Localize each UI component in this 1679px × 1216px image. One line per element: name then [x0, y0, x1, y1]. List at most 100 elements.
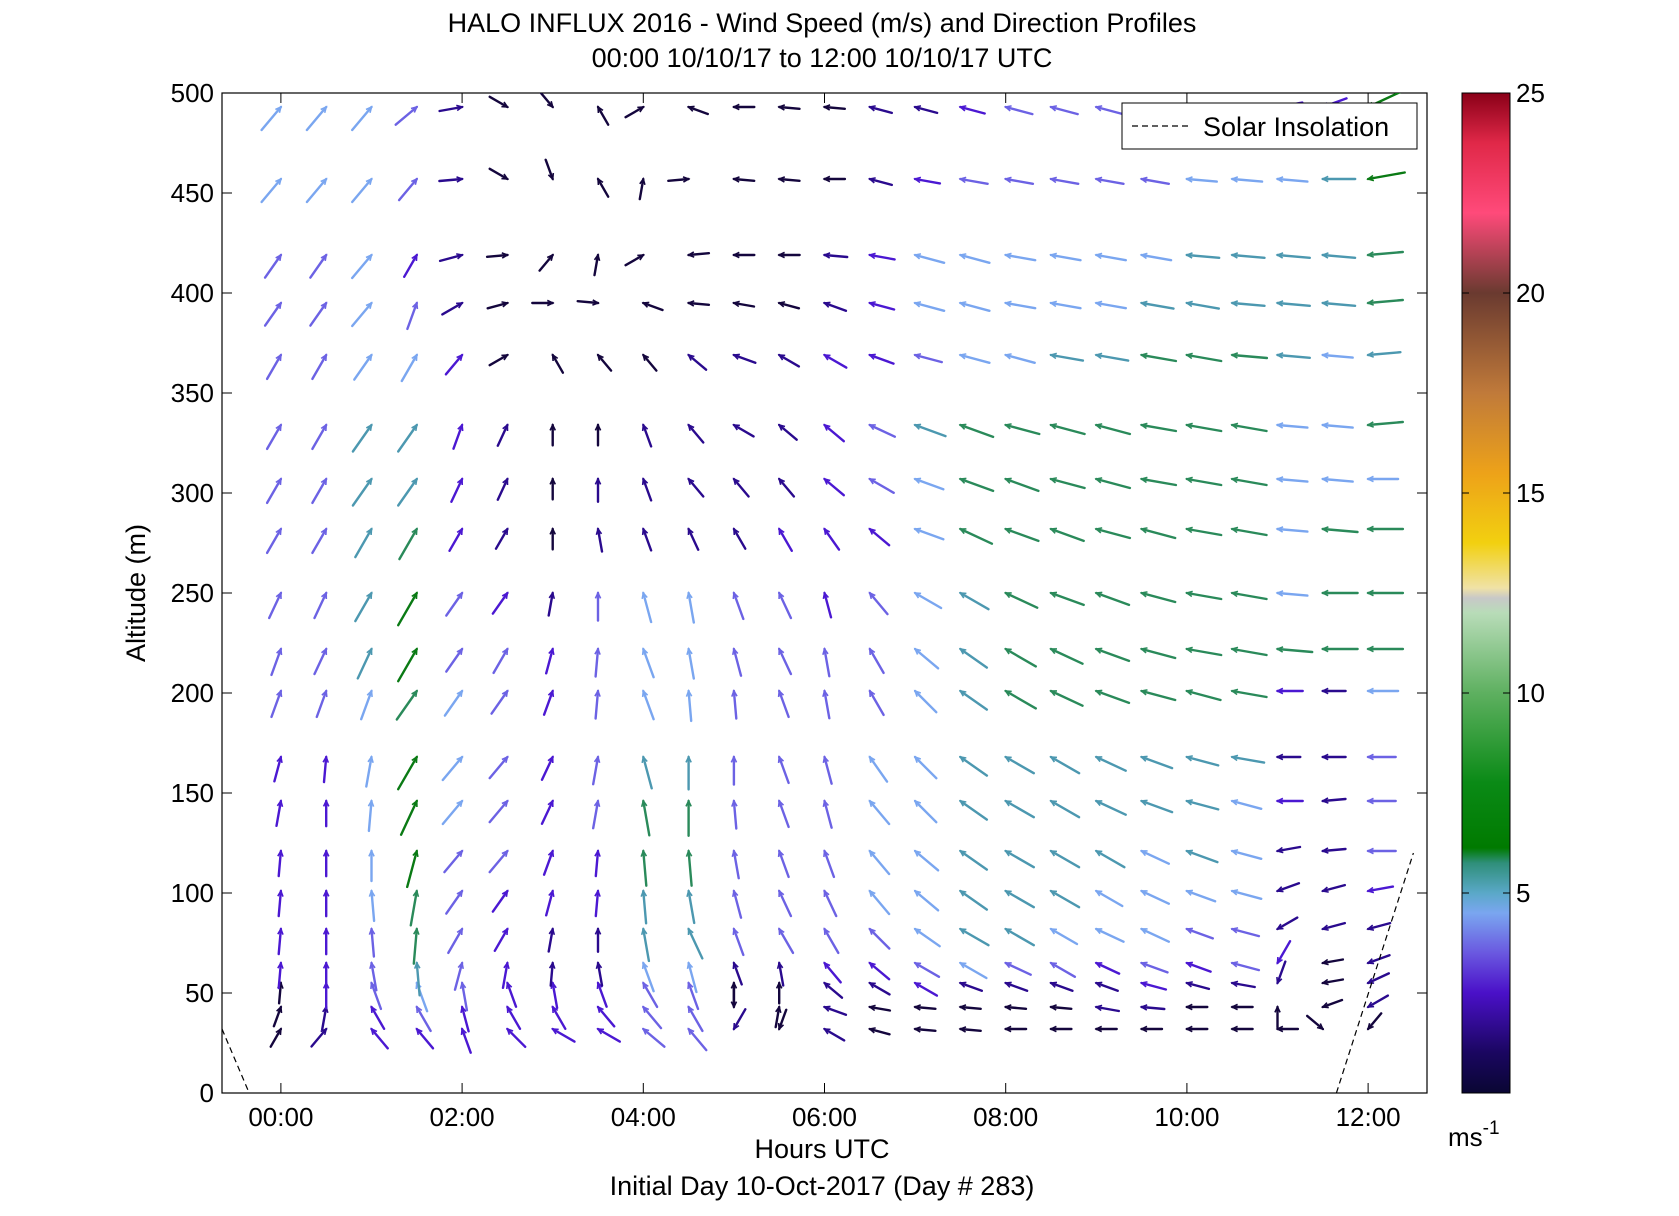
wind-arrow: [1320, 526, 1359, 534]
wind-arrow: [913, 961, 941, 978]
wind-arrow-shaft: [774, 1005, 781, 1029]
wind-arrow: [686, 889, 696, 925]
wind-arrow-head: [1139, 176, 1148, 184]
wind-arrow-shaft: [868, 527, 891, 547]
wind-arrow-head: [913, 477, 922, 484]
wind-arrow-shaft: [667, 177, 690, 183]
wind-arrow-shaft: [913, 253, 946, 264]
wind-arrow-shaft: [913, 1005, 937, 1010]
wind-arrow-head: [1185, 849, 1193, 856]
wind-arrow-shaft: [959, 527, 994, 545]
wind-arrow: [913, 689, 938, 714]
wind-arrow-head: [641, 423, 649, 432]
wind-arrow: [1275, 797, 1304, 805]
wind-arrow: [868, 1027, 891, 1036]
wind-arrow: [1320, 797, 1347, 804]
wind-arrow: [777, 849, 790, 879]
wind-arrow-shaft: [778, 527, 793, 552]
wind-arrow: [686, 591, 695, 624]
wind-arrow: [1004, 689, 1038, 710]
wind-arrow: [1003, 527, 1040, 543]
wind-arrow-shaft: [268, 591, 283, 620]
wind-arrow-shaft: [868, 647, 885, 675]
wind-arrow: [913, 889, 940, 912]
wind-arrow-shaft: [732, 849, 740, 880]
wind-arrow: [491, 591, 509, 615]
wind-arrow: [822, 647, 831, 678]
wind-arrow-head: [777, 689, 785, 698]
wind-arrow-head: [1094, 800, 1103, 807]
wind-arrow: [1049, 755, 1081, 775]
wind-arrow: [540, 755, 554, 781]
wind-arrow: [265, 527, 283, 555]
wind-arrow-head: [1049, 800, 1058, 807]
wind-arrow-head: [958, 353, 967, 360]
wind-arrow-head: [412, 849, 419, 858]
wind-arrow-head: [506, 1005, 513, 1014]
wind-arrow-head: [548, 889, 555, 898]
wind-arrow-shaft: [305, 105, 328, 132]
wind-arrow: [438, 104, 464, 113]
wind-arrow: [776, 961, 785, 987]
wind-arrow-head: [413, 961, 421, 969]
wind-arrow-shaft: [959, 889, 989, 911]
wind-arrow: [351, 177, 373, 204]
wind-arrow: [1366, 298, 1405, 306]
wind-arrow-head: [730, 755, 738, 763]
chart-footer: Initial Day 10-Oct-2017 (Day # 283): [610, 1171, 1035, 1201]
wind-arrow-head: [1049, 527, 1058, 534]
wind-arrow-shaft: [1140, 591, 1177, 604]
wind-arrow-shaft: [353, 353, 373, 381]
wind-arrow-head: [687, 981, 694, 990]
wind-arrow-head: [456, 104, 464, 112]
wind-arrow: [538, 253, 554, 272]
wind-arrow-shaft: [959, 177, 989, 186]
wind-arrow: [823, 981, 844, 999]
wind-arrow: [1094, 927, 1125, 943]
wind-arrow-shaft: [270, 689, 283, 719]
wind-arrow: [641, 423, 653, 448]
wind-arrow: [958, 477, 995, 493]
wind-arrow: [1366, 797, 1397, 805]
wind-arrow: [1321, 998, 1344, 1009]
wind-arrow: [1366, 589, 1405, 597]
wind-arrow-head: [958, 253, 967, 260]
wind-arrow-shaft: [488, 799, 509, 824]
wind-arrow-head: [1185, 300, 1193, 308]
wind-arrow: [263, 253, 283, 279]
wind-arrow: [1185, 590, 1223, 601]
wind-arrow-head: [548, 591, 556, 600]
wind-arrow-head: [1094, 477, 1103, 484]
wind-arrow-shaft: [438, 105, 464, 113]
wind-arrow-head: [322, 889, 330, 897]
wind-arrow-head: [1004, 648, 1012, 655]
wind-arrow-shaft: [1004, 177, 1035, 186]
wind-arrow: [1139, 889, 1171, 905]
wind-arrow: [311, 527, 328, 555]
wind-arrow-head: [596, 1028, 605, 1035]
wind-arrow-shaft: [732, 177, 756, 183]
wind-arrow: [488, 167, 509, 181]
wind-arrow-head: [597, 105, 604, 114]
wind-arrow-shaft: [1185, 591, 1223, 601]
wind-arrow-head: [368, 889, 376, 897]
wind-arrow: [774, 1005, 782, 1029]
wind-arrow-shaft: [1230, 755, 1266, 764]
wind-arrow-head: [1049, 300, 1058, 308]
wind-arrow: [1185, 927, 1215, 940]
wind-arrow: [1230, 646, 1268, 657]
wind-arrow-head: [1320, 797, 1329, 804]
wind-arrow-head: [1139, 928, 1148, 935]
wind-arrow-head: [732, 251, 740, 259]
wind-arrow-head: [913, 982, 922, 989]
wind-arrow: [398, 527, 418, 561]
wind-arrow: [360, 689, 373, 721]
wind-arrow: [958, 889, 989, 911]
wind-arrow-head: [365, 177, 373, 186]
wind-arrow-head: [777, 755, 785, 764]
wind-arrow-shaft: [868, 981, 891, 996]
wind-arrow-head: [411, 755, 418, 764]
wind-arrow-head: [1094, 105, 1103, 112]
wind-arrow: [365, 755, 374, 788]
wind-arrow: [958, 799, 989, 821]
